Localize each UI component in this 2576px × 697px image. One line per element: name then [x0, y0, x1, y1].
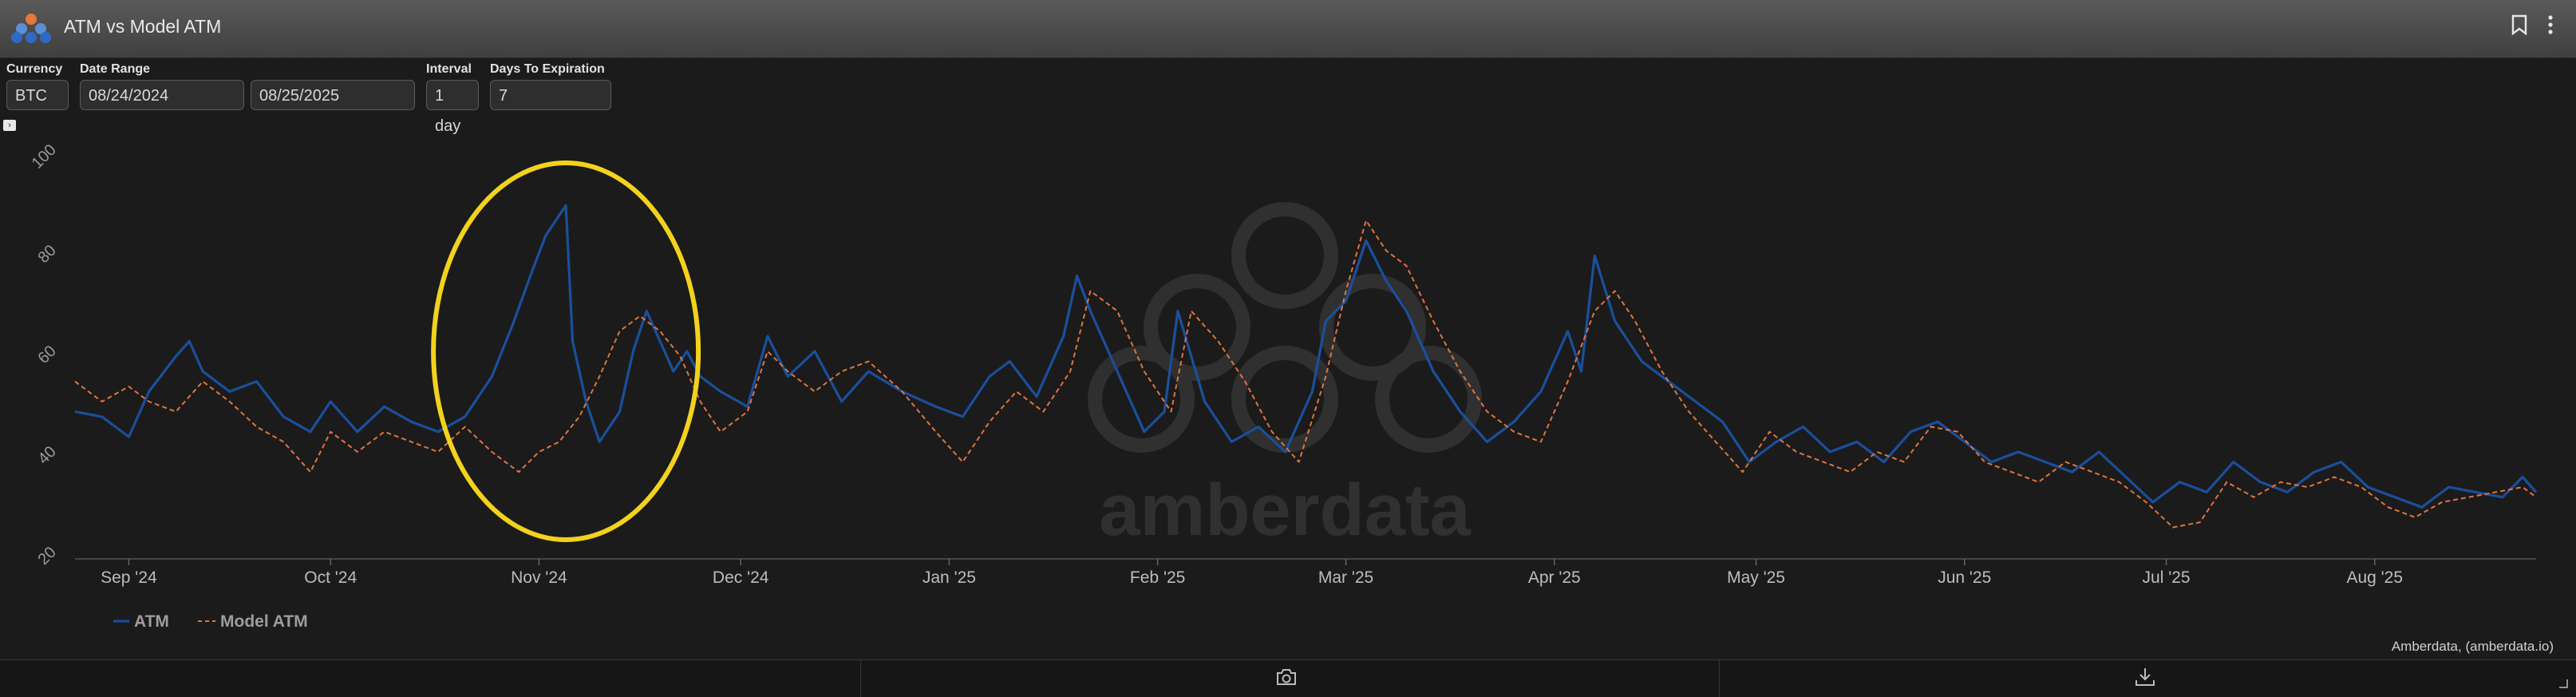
- x-axis: Sep '24 Oct '24 Nov '24 Dec '24 Jan '25 Feb '…: [101, 559, 2403, 587]
- expand-toggle-button[interactable]: ›: [3, 120, 16, 131]
- y-tick-label: 60: [34, 343, 59, 367]
- x-tick-label: Apr '25: [1528, 568, 1581, 587]
- interval-label: Interval: [426, 62, 472, 76]
- legend-model-atm[interactable]: Model ATM: [220, 612, 308, 631]
- legend-atm[interactable]: ATM: [134, 612, 169, 631]
- currency-field: Currency BTC: [6, 61, 69, 110]
- widget-header: ATM vs Model ATM: [0, 0, 2576, 58]
- download-icon[interactable]: [2134, 667, 2156, 693]
- widget-title: ATM vs Model ATM: [64, 16, 222, 37]
- date-range-label: Date Range: [80, 62, 151, 76]
- x-tick-label: Oct '24: [304, 568, 357, 587]
- date-range-end-field: 08/25/2025: [251, 61, 415, 110]
- y-tick-label: 100: [29, 141, 60, 172]
- y-tick-label: 20: [34, 544, 59, 568]
- date-range-end-input[interactable]: 08/25/2025: [251, 80, 415, 110]
- x-tick-label: Sep '24: [101, 568, 157, 587]
- x-tick-label: Mar '25: [1318, 568, 1373, 587]
- footer-divider: [860, 660, 861, 697]
- y-tick-label: 40: [34, 443, 59, 468]
- days-to-expiration-field: Days To Expiration 7: [490, 61, 611, 110]
- x-tick-label: Jun '25: [1938, 568, 1991, 587]
- interval-field: Interval 1 day: [426, 61, 479, 135]
- footer-divider: [1719, 660, 1720, 697]
- date-range-field: Date Range 08/24/2024: [80, 61, 244, 110]
- resize-handle-icon[interactable]: [2558, 678, 2568, 691]
- bookmark-icon[interactable]: [2511, 14, 2528, 41]
- days-to-expiration-label: Days To Expiration: [490, 62, 605, 76]
- x-tick-label: May '25: [1727, 568, 1785, 587]
- x-tick-label: Feb '25: [1130, 568, 1185, 587]
- date-range-start-input[interactable]: 08/24/2024: [80, 80, 244, 110]
- x-tick-label: Jan '25: [923, 568, 976, 587]
- highlight-ellipse: [431, 160, 701, 542]
- camera-icon[interactable]: [1275, 667, 1298, 692]
- watermark-text: amberdata: [1099, 469, 1471, 551]
- y-axis: 20 40 60 80 100: [29, 141, 60, 568]
- currency-label: Currency: [6, 62, 63, 76]
- legend[interactable]: ATM Model ATM: [113, 612, 308, 631]
- x-tick-label: Nov '24: [511, 568, 567, 587]
- days-to-expiration-input[interactable]: 7: [490, 80, 611, 110]
- plot-area: [74, 204, 2538, 529]
- y-tick-label: 80: [34, 242, 59, 267]
- widget-footer: [0, 659, 2576, 697]
- atm-chart: amberdata 20 40 60 80 100 Sep '24 Oct '24 Nov …: [29, 141, 2538, 631]
- x-tick-label: Aug '25: [2346, 568, 2403, 587]
- highlight-annotation: [431, 160, 701, 542]
- x-tick-label: Jul '25: [2143, 568, 2191, 587]
- filter-controls: Currency BTC Date Range 08/24/2024 08/25…: [0, 61, 2576, 135]
- x-tick-label: Dec '24: [713, 568, 769, 587]
- watermark: amberdata: [1088, 202, 1482, 551]
- chart-credit: Amberdata, (amberdata.io): [2391, 639, 2554, 654]
- amberdata-logo-icon: [11, 14, 51, 43]
- interval-select[interactable]: 1 day: [426, 80, 479, 135]
- series-line-atm: [74, 204, 2538, 509]
- currency-select[interactable]: BTC: [6, 80, 69, 110]
- more-options-icon[interactable]: [2547, 14, 2554, 41]
